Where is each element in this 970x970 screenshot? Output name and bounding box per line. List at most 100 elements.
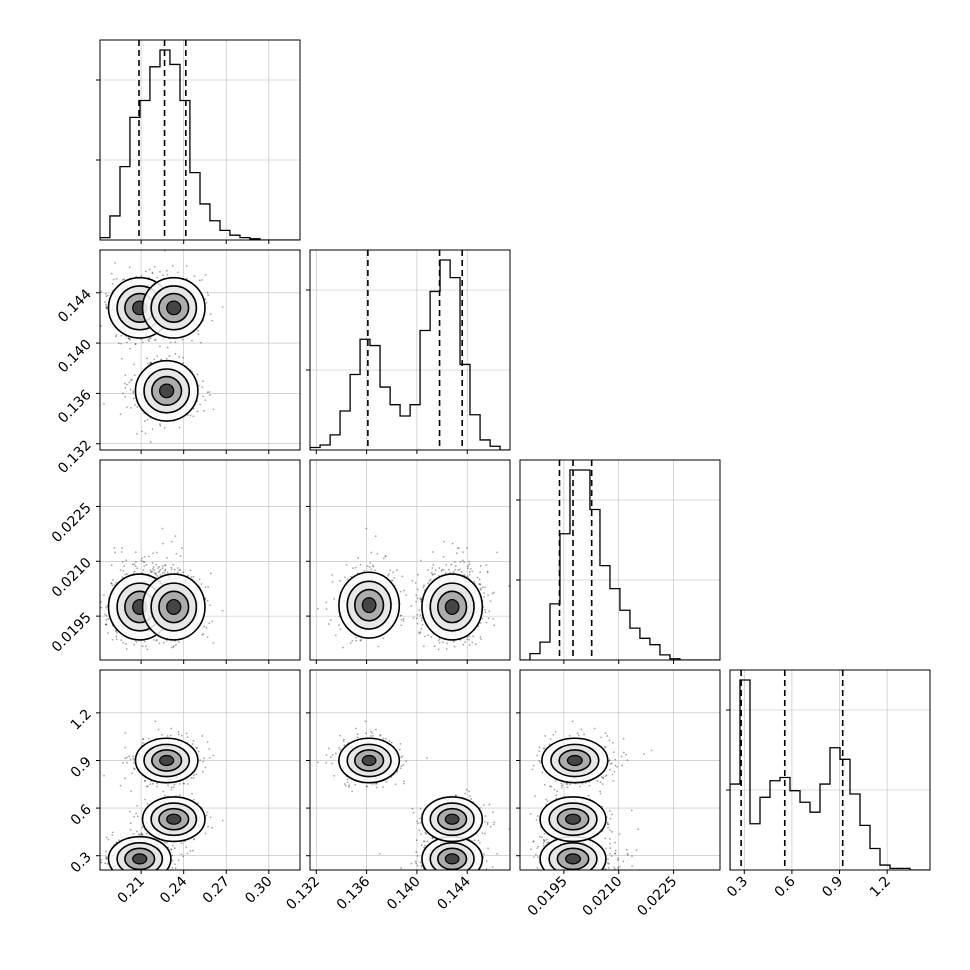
sample-point — [124, 777, 126, 780]
sample-point — [106, 604, 109, 607]
sample-point — [129, 388, 132, 391]
sample-point — [132, 755, 135, 758]
sample-point — [120, 334, 123, 337]
sample-point — [468, 563, 471, 566]
sample-point — [211, 826, 214, 829]
sample-point — [125, 383, 128, 386]
sample-point — [115, 638, 118, 641]
sample-point — [202, 395, 204, 398]
sample-point — [468, 644, 471, 646]
sample-point — [204, 298, 207, 301]
sample-point — [389, 569, 391, 572]
sample-point — [442, 641, 444, 644]
sample-point — [149, 362, 152, 364]
sample-point — [120, 551, 123, 553]
sample-point — [486, 570, 489, 573]
sample-point — [343, 576, 346, 579]
panel-frame — [309, 249, 511, 451]
sample-point — [434, 569, 437, 571]
sample-point — [106, 632, 109, 634]
sample-point — [154, 720, 157, 723]
sample-point — [487, 594, 490, 597]
sample-point — [207, 825, 210, 828]
sample-point — [466, 567, 469, 570]
sample-point — [111, 638, 114, 641]
sample-point — [197, 329, 200, 332]
sample-point — [150, 570, 152, 573]
sample-point — [432, 564, 435, 566]
sample-point — [181, 356, 184, 359]
sample-point — [422, 586, 425, 588]
sample-point — [163, 426, 166, 429]
sample-point — [159, 424, 162, 427]
sample-point — [496, 551, 499, 554]
sample-point — [372, 565, 375, 568]
sample-point — [181, 547, 183, 550]
sample-point — [115, 635, 118, 638]
sample-point — [382, 637, 385, 640]
sample-point — [158, 642, 161, 645]
sample-point — [212, 641, 215, 644]
sample-point — [493, 591, 495, 594]
sample-point — [100, 324, 102, 327]
sample-point — [143, 561, 146, 564]
sample-point — [167, 784, 169, 787]
sample-point — [164, 841, 166, 844]
sample-point — [445, 564, 448, 566]
sample-point — [416, 573, 419, 576]
sample-point — [111, 282, 114, 285]
sample-point — [355, 639, 357, 642]
sample-point — [146, 362, 149, 365]
sample-point — [154, 882, 156, 884]
sample-point — [136, 567, 139, 570]
sample-point — [113, 546, 116, 549]
sample-point — [105, 606, 108, 609]
sample-point — [189, 414, 192, 417]
sample-point — [415, 600, 417, 603]
sample-point — [195, 773, 198, 776]
sample-point — [144, 270, 147, 273]
sample-point — [185, 265, 188, 267]
sample-point — [174, 341, 177, 344]
sample-point — [197, 333, 200, 336]
sample-point — [133, 374, 136, 377]
sample-point — [157, 571, 160, 574]
panel-frame — [519, 459, 721, 661]
sample-point — [169, 341, 172, 344]
sample-point — [124, 573, 127, 576]
sample-point — [134, 551, 137, 554]
sample-point — [178, 794, 181, 797]
sample-point — [444, 572, 447, 575]
sample-point — [130, 874, 132, 876]
sample-point — [391, 579, 394, 582]
sample-point — [452, 570, 455, 573]
sample-point — [105, 305, 107, 308]
sample-point — [136, 406, 139, 408]
sample-point — [140, 275, 143, 277]
sample-point — [431, 573, 434, 576]
sample-point — [187, 574, 189, 577]
sample-point — [430, 572, 433, 574]
sample-point — [427, 634, 430, 637]
sample-point — [206, 599, 209, 602]
sample-point — [445, 648, 448, 650]
sample-point — [352, 567, 354, 570]
sample-point — [462, 643, 464, 646]
sample-point — [129, 871, 131, 873]
sample-point — [427, 569, 429, 571]
sample-point — [100, 290, 103, 293]
sample-point — [483, 592, 485, 595]
panel-frame — [99, 249, 301, 451]
sample-point — [170, 568, 173, 571]
sample-point — [127, 871, 129, 873]
sample-point — [209, 572, 212, 575]
sample-point — [454, 561, 456, 563]
contour-level — [159, 383, 175, 399]
sample-point — [150, 361, 153, 364]
sample-point — [123, 565, 126, 567]
sample-point — [178, 426, 181, 429]
sample-point — [100, 859, 102, 861]
sample-point — [342, 646, 345, 649]
sample-point — [105, 306, 108, 309]
sample-point — [120, 639, 123, 642]
